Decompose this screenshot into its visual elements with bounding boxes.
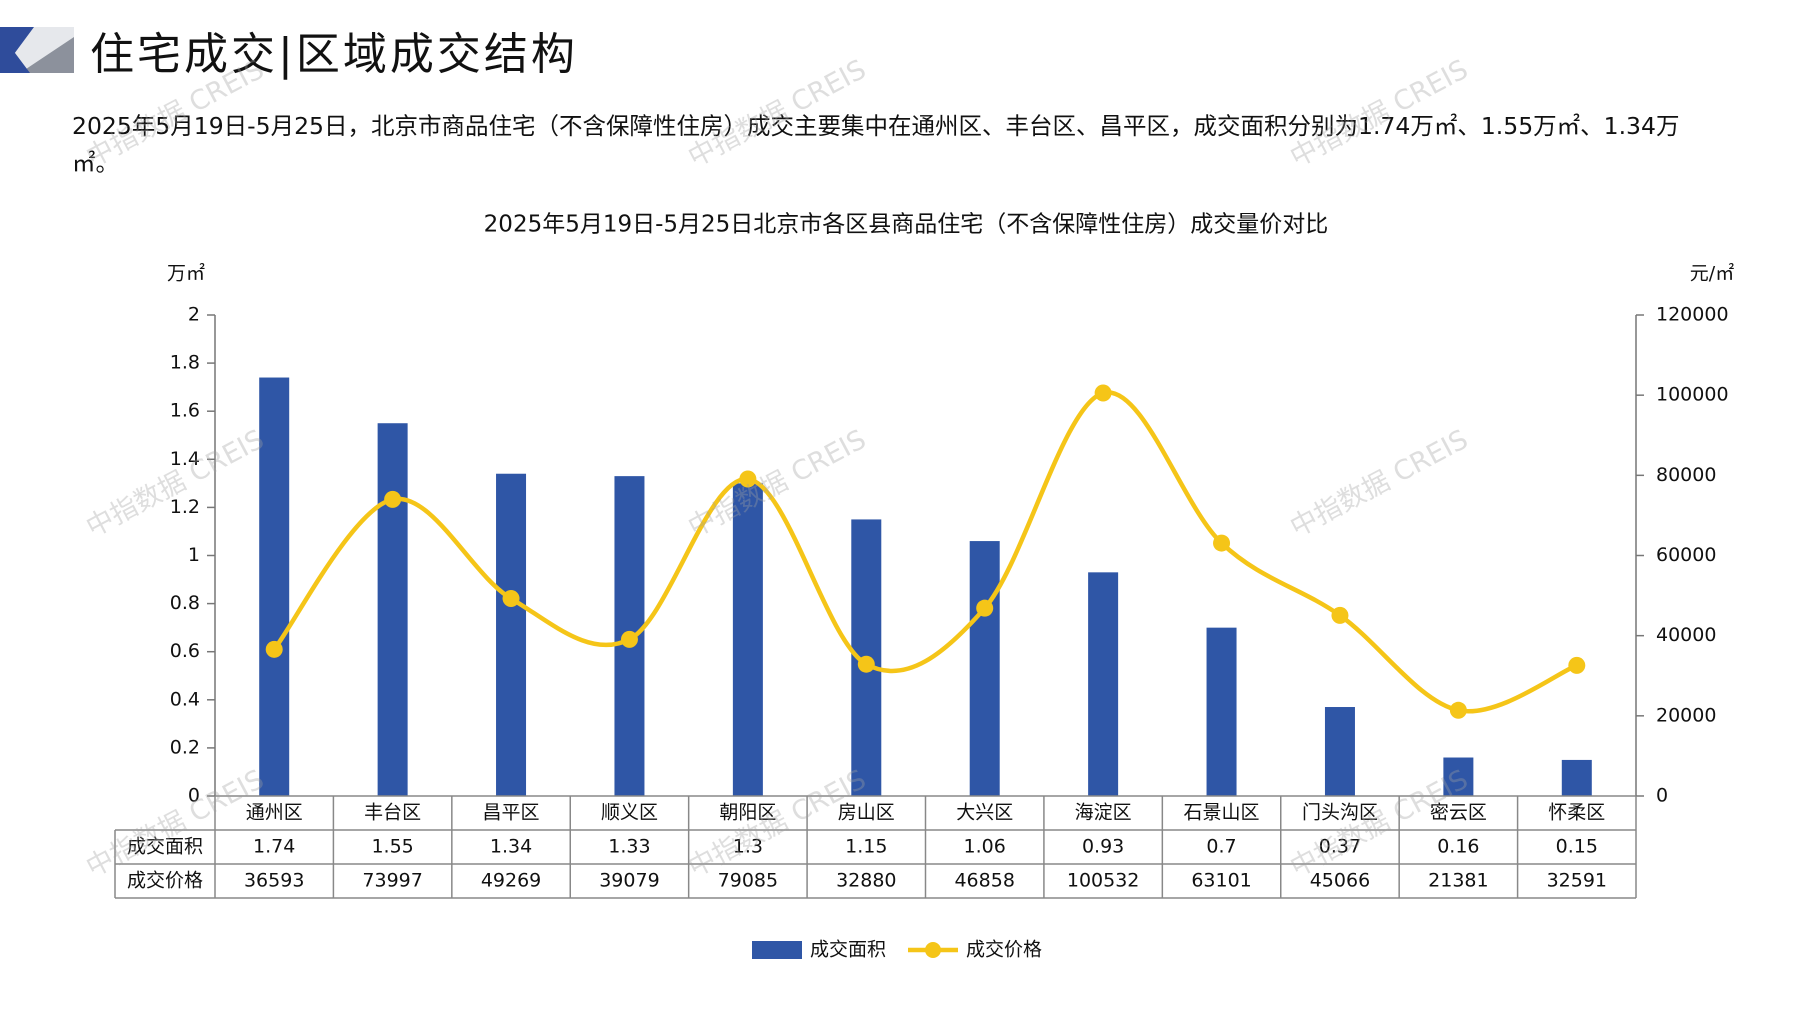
table-data-label: 1.55 — [371, 836, 413, 858]
left-axis-tick-label: 1.8 — [170, 352, 200, 374]
point-成交价格 — [857, 655, 875, 673]
table-data-label: 0.15 — [1556, 836, 1598, 858]
table-data-label: 63101 — [1191, 870, 1251, 892]
table-category-label: 通州区 — [246, 802, 303, 824]
left-axis-tick-label: 0.2 — [170, 736, 200, 758]
table-data-label: 1.15 — [845, 836, 887, 858]
table-data-label: 32880 — [836, 870, 896, 892]
header-logo-icon — [0, 27, 74, 73]
right-axis-tick-label: 120000 — [1656, 304, 1729, 326]
table-category-label: 顺义区 — [601, 802, 658, 824]
left-axis-tick-label: 0.6 — [170, 640, 200, 662]
bar-成交面积 — [732, 483, 763, 796]
chart-title: 2025年5月19日-5月25日北京市各区县商品住宅（不含保障性住房）成交量价对… — [484, 212, 1329, 238]
bar-成交面积 — [1088, 572, 1119, 796]
point-成交价格 — [1094, 384, 1112, 402]
table-data-label: 73997 — [362, 870, 422, 892]
legend-swatch-marker — [925, 942, 941, 958]
point-成交价格 — [384, 490, 402, 508]
left-axis-tick-label: 2 — [188, 304, 200, 326]
legend-label: 成交价格 — [966, 939, 1042, 961]
table-series-name: 成交面积 — [127, 836, 203, 858]
table-data-label: 39079 — [599, 870, 659, 892]
legend-label: 成交面积 — [810, 939, 886, 961]
table-data-label: 79085 — [718, 870, 778, 892]
point-成交价格 — [502, 590, 520, 608]
table-category-label: 密云区 — [1430, 802, 1487, 824]
table-category-label: 石景山区 — [1184, 802, 1260, 824]
left-axis-tick-label: 0 — [188, 785, 200, 807]
table-data-label: 1.06 — [964, 836, 1006, 858]
point-成交价格 — [1568, 656, 1586, 674]
bar-成交面积 — [1206, 627, 1237, 796]
bar-成交面积 — [259, 377, 290, 796]
table-data-label: 100532 — [1067, 870, 1140, 892]
left-axis-unit: 万㎡ — [167, 262, 205, 285]
logo-triangle-blue — [0, 33, 30, 73]
point-成交价格 — [265, 640, 283, 658]
table-category-label: 门头沟区 — [1302, 802, 1378, 824]
bar-成交面积 — [496, 473, 527, 796]
right-axis-tick-label: 80000 — [1656, 464, 1716, 486]
bar-成交面积 — [1443, 757, 1474, 796]
table-data-label: 0.16 — [1437, 836, 1479, 858]
right-axis-tick-label: 0 — [1656, 785, 1668, 807]
table-category-label: 丰台区 — [364, 802, 421, 824]
table-series-name: 成交价格 — [127, 870, 203, 892]
table-data-label: 49269 — [481, 870, 541, 892]
intro-paragraph: 2025年5月19日-5月25日，北京市商品住宅（不含保障性住房）成交主要集中在… — [72, 112, 1680, 177]
table-category-label: 海淀区 — [1075, 802, 1132, 824]
line-成交价格 — [272, 390, 1578, 714]
left-axis-tick-label: 1 — [188, 544, 200, 566]
bar-成交面积 — [1324, 707, 1355, 796]
table-data-label: 1.3 — [733, 836, 763, 858]
left-axis-tick-label: 1.2 — [170, 496, 200, 518]
table-data-label: 21381 — [1428, 870, 1488, 892]
left-axis-tick-label: 1.4 — [170, 448, 200, 470]
left-axis-tick-label: 1.6 — [170, 400, 200, 422]
point-成交价格 — [976, 599, 994, 617]
table-category-label: 昌平区 — [483, 802, 540, 824]
point-成交价格 — [1449, 701, 1467, 719]
right-axis-tick-label: 40000 — [1656, 624, 1716, 646]
legend-swatch-bar — [752, 941, 802, 959]
left-axis-tick-label: 0.4 — [170, 688, 200, 710]
table-data-label: 0.37 — [1319, 836, 1361, 858]
table-category-label: 怀柔区 — [1548, 802, 1605, 824]
left-axis-tick-label: 0.8 — [170, 592, 200, 614]
table-category-label: 朝阳区 — [719, 802, 776, 824]
right-axis-unit: 元/㎡ — [1690, 262, 1734, 285]
table-data-label: 45066 — [1310, 870, 1370, 892]
bar-成交面积 — [377, 423, 408, 796]
bar-成交面积 — [1561, 759, 1592, 796]
right-axis-tick-label: 20000 — [1656, 704, 1716, 726]
bar-成交面积 — [969, 541, 1000, 796]
right-axis-tick-label: 60000 — [1656, 544, 1716, 566]
table-data-label: 0.7 — [1206, 836, 1236, 858]
point-成交价格 — [620, 630, 638, 648]
table-data-label: 36593 — [244, 870, 304, 892]
table-data-label: 1.33 — [608, 836, 650, 858]
point-成交价格 — [1213, 534, 1231, 552]
point-成交价格 — [1331, 606, 1349, 624]
table-data-label: 46858 — [954, 870, 1014, 892]
table-data-label: 32591 — [1547, 870, 1607, 892]
table-data-label: 1.34 — [490, 836, 532, 858]
table-data-label: 0.93 — [1082, 836, 1124, 858]
table-category-label: 房山区 — [838, 802, 895, 824]
table-category-label: 大兴区 — [956, 802, 1013, 824]
point-成交价格 — [739, 470, 757, 488]
right-axis-tick-label: 100000 — [1656, 384, 1729, 406]
table-data-label: 1.74 — [253, 836, 295, 858]
logo-triangle-gray — [20, 37, 74, 73]
page-title: 住宅成交|区域成交结构 — [90, 29, 578, 80]
